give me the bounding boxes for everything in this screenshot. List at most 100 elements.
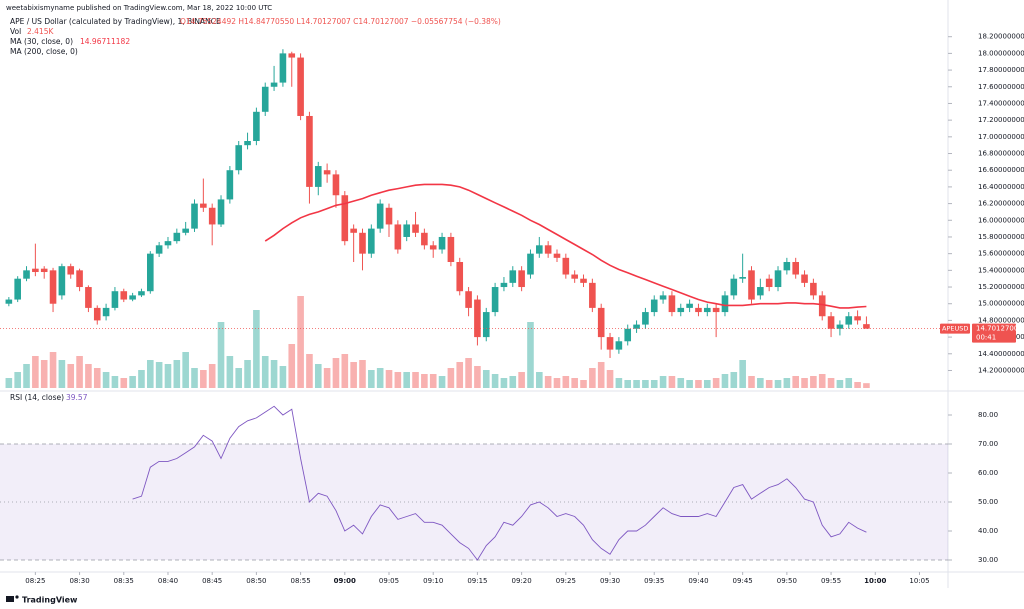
time-tick-label: 09:55 xyxy=(821,577,841,585)
volume-bar xyxy=(120,378,128,388)
candle-body xyxy=(164,241,172,246)
candle-body xyxy=(474,299,481,338)
candle-body xyxy=(482,312,490,338)
candle-body xyxy=(429,245,437,250)
volume-bar xyxy=(146,360,154,388)
candle-body xyxy=(58,266,66,296)
candle-body xyxy=(332,174,340,196)
volume-bar xyxy=(606,370,614,388)
price-tick-label: 16.60000000 xyxy=(978,166,1024,174)
candle-body xyxy=(580,278,587,283)
volume-bar xyxy=(571,378,578,388)
candle-body xyxy=(527,253,534,275)
candle-body xyxy=(314,166,322,187)
volume-bar xyxy=(102,372,110,388)
price-tick-label: 15.80000000 xyxy=(978,233,1024,241)
time-tick-label: 08:55 xyxy=(291,577,311,585)
symbol-title: APE / US Dollar (calculated by TradingVi… xyxy=(10,17,221,26)
candle-body xyxy=(253,111,260,142)
rsi-tick-label: 30.00 xyxy=(978,556,998,564)
candle-body xyxy=(456,262,464,292)
volume-bar xyxy=(226,356,234,388)
volume-bar xyxy=(589,368,596,388)
volume-bar xyxy=(863,383,870,388)
candle-body xyxy=(633,324,640,329)
candle-body xyxy=(350,228,357,233)
candle-body xyxy=(32,268,39,273)
candle-body xyxy=(712,307,720,313)
candle-body xyxy=(182,228,189,233)
candle-body xyxy=(120,291,128,300)
volume-bar xyxy=(270,360,278,388)
volume-bar xyxy=(518,372,525,388)
candle-body xyxy=(40,268,48,273)
volume-bar xyxy=(14,372,21,388)
volume-bar xyxy=(818,374,826,388)
volume-bar xyxy=(730,372,738,388)
time-tick-label: 08:45 xyxy=(202,577,222,585)
volume-bar xyxy=(509,376,517,388)
candle-body xyxy=(597,307,605,338)
volume-bar xyxy=(624,380,632,388)
price-tick-label: 17.00000000 xyxy=(978,133,1024,141)
candle-body xyxy=(801,274,808,283)
volume-bar xyxy=(208,364,216,388)
volume-bar xyxy=(491,374,499,388)
volume-bar xyxy=(40,360,48,388)
candle-body xyxy=(85,287,92,308)
volume-bar xyxy=(650,380,658,388)
price-tick-label: 17.20000000 xyxy=(978,116,1024,124)
time-tick-label: 09:25 xyxy=(556,577,576,585)
candle-body xyxy=(827,316,835,329)
candle-body xyxy=(385,207,393,225)
volume-bar xyxy=(854,382,861,388)
volume-bar xyxy=(774,380,782,388)
candle-body xyxy=(67,266,75,275)
last-price-symbol-box xyxy=(940,323,970,334)
volume-bar xyxy=(67,364,75,388)
volume-bar xyxy=(703,380,711,388)
price-tick-label: 17.80000000 xyxy=(978,66,1024,74)
candle-body xyxy=(606,337,614,350)
volume-bar xyxy=(677,378,685,388)
candle-body xyxy=(200,203,207,208)
candle-body xyxy=(589,282,596,308)
volume-bar xyxy=(721,374,729,388)
rsi-band xyxy=(0,444,948,560)
candle-body xyxy=(138,291,145,296)
candle-body xyxy=(845,316,853,325)
candle-body xyxy=(757,287,764,296)
countdown: 00:41 xyxy=(976,334,996,342)
volume-bar xyxy=(403,372,410,388)
candle-body xyxy=(155,245,163,254)
candle-body xyxy=(703,307,711,313)
ma30-legend-value: 14.96711182 xyxy=(80,37,130,46)
candle-body xyxy=(244,141,251,146)
price-tick-label: 16.20000000 xyxy=(978,200,1024,208)
volume-bar xyxy=(792,376,800,388)
candle-body xyxy=(359,232,366,254)
time-tick-label: 10:00 xyxy=(864,577,886,585)
volume-bar xyxy=(597,362,605,388)
candle-body xyxy=(491,287,499,313)
volume-bar xyxy=(314,364,322,388)
time-tick-label: 08:50 xyxy=(246,577,266,585)
rsi-line xyxy=(132,405,867,561)
volume-bar xyxy=(155,362,163,388)
candle-body xyxy=(500,282,508,288)
candle-body xyxy=(76,270,83,288)
candle-body xyxy=(863,324,870,329)
volume-bar xyxy=(527,322,534,388)
volume-bar xyxy=(368,370,375,388)
rsi-tick-label: 40.00 xyxy=(978,527,998,535)
candle-body xyxy=(146,253,154,292)
volume-bar xyxy=(801,378,808,388)
candle-body xyxy=(650,299,658,313)
volume-bar xyxy=(544,376,552,388)
price-tick-label: 16.00000000 xyxy=(978,216,1024,224)
price-tick-label: 16.40000000 xyxy=(978,183,1024,191)
volume-bar xyxy=(182,352,189,388)
candle-body xyxy=(412,224,419,233)
volume-bar xyxy=(500,378,508,388)
